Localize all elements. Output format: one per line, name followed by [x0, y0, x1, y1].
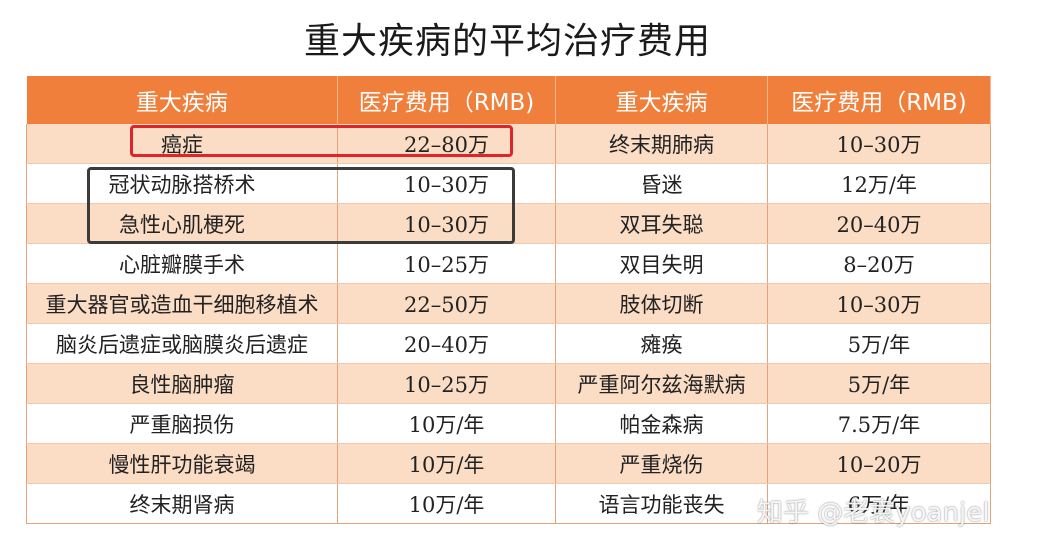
cost-cell: 10–30万 — [767, 283, 991, 324]
disease-cell: 双耳失聪 — [555, 203, 768, 244]
header-cost-right: 医疗费用（RMB) — [767, 76, 991, 124]
table-row: 良性脑肿瘤 10–25万 严重阿尔兹海默病 5万/年 — [26, 363, 991, 404]
table-header-row: 重大疾病 医疗费用（RMB) 重大疾病 医疗费用（RMB) — [26, 76, 991, 124]
cancer-highlight-box — [130, 125, 513, 157]
cost-cell: 12万/年 — [767, 163, 991, 204]
disease-cell: 帕金森病 — [555, 403, 768, 444]
disease-cell: 良性脑肿瘤 — [26, 363, 338, 404]
disease-cell: 昏迷 — [555, 163, 768, 204]
cost-cell: 10万/年 — [337, 483, 556, 524]
cost-cell: 6万/年 — [767, 483, 991, 524]
disease-cell: 重大器官或造血干细胞移植术 — [26, 283, 338, 324]
disease-cost-table: 重大疾病 医疗费用（RMB) 重大疾病 医疗费用（RMB) 癌症 22–80万 … — [26, 76, 991, 524]
disease-cell: 肢体切断 — [555, 283, 768, 324]
disease-cell: 瘫痪 — [555, 323, 768, 364]
disease-cell: 急性心肌梗死 — [26, 203, 338, 244]
disease-cell: 双目失明 — [555, 243, 768, 284]
disease-cell: 慢性肝功能衰竭 — [26, 443, 338, 484]
disease-cell: 严重烧伤 — [555, 443, 768, 484]
cost-cell: 10–30万 — [337, 163, 556, 204]
watermark: 知乎 @老袁yoanjel — [757, 498, 990, 528]
cost-cell: 10–25万 — [337, 243, 556, 284]
header-cost-left: 医疗费用（RMB) — [337, 76, 556, 124]
header-disease-right: 重大疾病 — [555, 76, 768, 124]
cost-cell: 5万/年 — [767, 363, 991, 404]
table-row: 慢性肝功能衰竭 10万/年 严重烧伤 10–20万 — [26, 443, 991, 484]
header-disease-left: 重大疾病 — [26, 76, 338, 124]
cost-cell: 5万/年 — [767, 323, 991, 364]
cost-cell: 10万/年 — [337, 403, 556, 444]
table-row: 终末期肾病 10万/年 语言功能丧失 6万/年 — [26, 483, 991, 524]
cost-cell: 7.5万/年 — [767, 403, 991, 444]
table-row: 重大器官或造血干细胞移植术 22–50万 肢体切断 10–30万 — [26, 283, 991, 324]
disease-cell: 终末期肾病 — [26, 483, 338, 524]
cost-cell: 10–20万 — [767, 443, 991, 484]
disease-cell: 脑炎后遗症或脑膜炎后遗症 — [26, 323, 338, 364]
disease-cell: 语言功能丧失 — [555, 483, 768, 524]
table-row: 心脏瓣膜手术 10–25万 双目失明 8–20万 — [26, 243, 991, 284]
disease-cell: 严重阿尔兹海默病 — [555, 363, 768, 404]
table-row: 严重脑损伤 10万/年 帕金森病 7.5万/年 — [26, 403, 991, 444]
cost-cell: 10–30万 — [767, 124, 991, 164]
page-title: 重大疾病的平均治疗费用 — [303, 21, 711, 62]
cost-cell: 20–40万 — [337, 323, 556, 364]
table-row: 急性心肌梗死 10–30万 双耳失聪 20–40万 — [26, 203, 991, 244]
table-row: 冠状动脉搭桥术 10–30万 昏迷 12万/年 — [26, 163, 991, 204]
cost-cell: 10–25万 — [337, 363, 556, 404]
cost-cell: 22–50万 — [337, 283, 556, 324]
disease-cell: 严重脑损伤 — [26, 403, 338, 444]
cardiac-highlight-box — [87, 167, 515, 244]
cost-cell: 10万/年 — [337, 443, 556, 484]
cost-cell: 10–30万 — [337, 203, 556, 244]
cost-cell: 8–20万 — [767, 243, 991, 284]
disease-cell: 冠状动脉搭桥术 — [26, 163, 338, 204]
cost-cell: 20–40万 — [767, 203, 991, 244]
table-row: 癌症 22–80万 终末期肺病 10–30万 — [26, 124, 991, 164]
disease-cell: 终末期肺病 — [555, 124, 768, 164]
table-row: 脑炎后遗症或脑膜炎后遗症 20–40万 瘫痪 5万/年 — [26, 323, 991, 364]
disease-cell: 心脏瓣膜手术 — [26, 243, 338, 284]
